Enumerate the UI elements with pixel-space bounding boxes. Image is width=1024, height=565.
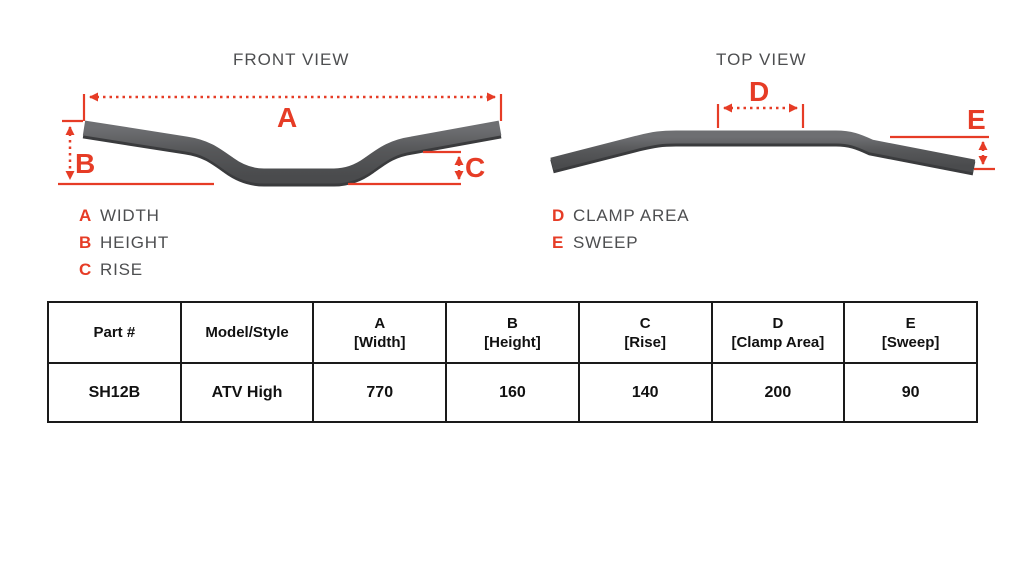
col-header-d-clamp-area: D [Clamp Area]: [710, 301, 846, 364]
front-view-legend: A WIDTH B HEIGHT C RISE: [79, 206, 169, 287]
cell-model-style: ATV High: [179, 362, 315, 423]
col-header-model: Model/Style: [179, 301, 315, 364]
legend-row-height: B HEIGHT: [79, 233, 169, 260]
legend-row-sweep: E SWEEP: [552, 233, 689, 260]
col-header-a-width: A [Width]: [312, 301, 448, 364]
dim-letter-a: A: [277, 102, 298, 133]
col-header-c-rise: C [Rise]: [577, 301, 713, 364]
legend-row-clamp-area: D CLAMP AREA: [552, 206, 689, 233]
legend-label-sweep: SWEEP: [573, 233, 639, 252]
col-header-part-label: Part #: [93, 324, 136, 341]
dim-b-height-lines: [58, 119, 214, 186]
cell-part-number: SH12B: [47, 362, 182, 423]
legend-row-rise: C RISE: [79, 260, 169, 287]
legend-row-width: A WIDTH: [79, 206, 169, 233]
cell-height-value: 160: [445, 362, 580, 423]
cell-clamp-area-value: 200: [710, 362, 846, 423]
front-bar: [82, 120, 502, 184]
dim-letter-e: E: [967, 104, 986, 135]
handlebar-diagrams-canvas: [58, 92, 995, 187]
top-view-legend: D CLAMP AREA E SWEEP: [552, 206, 689, 260]
cell-width-value: 770: [312, 362, 448, 423]
top-view-handlebar: [550, 130, 976, 176]
dim-a-width-lines: [82, 92, 503, 121]
col-header-part: Part #: [47, 301, 182, 364]
spec-table: Part # Model/Style A [Width] B [Height] …: [47, 301, 978, 423]
front-view-handlebar: [82, 120, 502, 187]
legend-key-c: C: [79, 260, 92, 279]
legend-key-e: E: [552, 233, 564, 252]
legend-label-rise: RISE: [100, 260, 143, 279]
legend-key-a: A: [79, 206, 92, 225]
spec-table-header-row: Part # Model/Style A [Width] B [Height] …: [47, 301, 978, 364]
cell-sweep-value: 90: [843, 362, 978, 423]
dim-letter-d: D: [749, 76, 770, 107]
spec-table-data-row: SH12B ATV High 770 160 140 200 90: [47, 362, 978, 423]
col-header-e-sweep: E [Sweep]: [843, 301, 978, 364]
col-header-model-label: Model/Style: [205, 324, 289, 341]
dim-e-sweep-lines: [890, 135, 995, 171]
dim-letter-b: B: [75, 148, 96, 179]
top-view-title: TOP VIEW: [716, 50, 807, 69]
top-bar: [550, 130, 976, 173]
cell-rise-value: 140: [577, 362, 713, 423]
legend-label-height: HEIGHT: [100, 233, 170, 252]
col-header-b-height: B [Height]: [445, 301, 580, 364]
dim-c-rise-lines: [348, 150, 464, 186]
dim-letter-c: C: [465, 152, 486, 183]
dim-d-clamp-lines: [716, 103, 805, 128]
legend-label-clamp-area: CLAMP AREA: [573, 206, 690, 225]
legend-label-width: WIDTH: [100, 206, 160, 225]
front-view-title: FRONT VIEW: [233, 50, 350, 69]
legend-key-b: B: [79, 233, 92, 252]
legend-key-d: D: [552, 206, 565, 225]
